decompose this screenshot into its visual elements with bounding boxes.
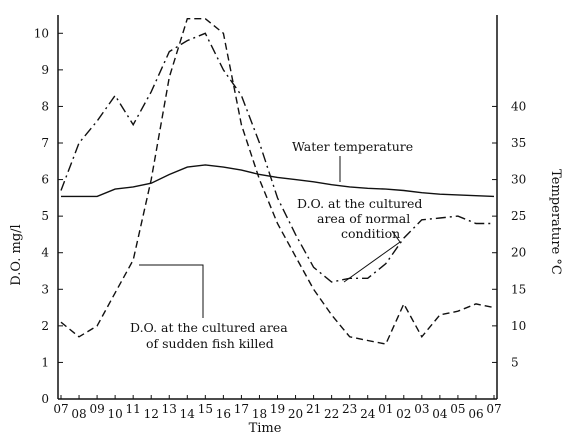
x-tick-label: 10 [107, 407, 122, 421]
x-tick-label: 13 [162, 402, 177, 416]
annotation-killed-line1: D.O. at the cultured area [130, 320, 288, 335]
left-tick-label: 6 [41, 173, 49, 187]
annotation-normal-line1: D.O. at the cultured [297, 196, 422, 211]
x-tick-label: 15 [198, 402, 213, 416]
x-tick-label: 11 [126, 402, 141, 416]
right-tick-label: 10 [511, 319, 526, 333]
annotation-water-temperature: Water temperature [292, 139, 413, 154]
left-tick-label: 3 [41, 282, 49, 296]
x-tick-label: 08 [71, 407, 86, 421]
series-line-1 [60, 18, 495, 345]
x-tick-label: 17 [234, 402, 249, 416]
right-tick-label: 15 [511, 282, 526, 296]
right-tick-label: 20 [511, 246, 526, 260]
x-tick-label: 03 [414, 402, 429, 416]
x-tick-label: 22 [324, 407, 339, 421]
annotation-killed-line2: of sudden fish killed [146, 336, 274, 351]
series-layer [60, 18, 495, 345]
left-tick-label: 9 [41, 63, 49, 77]
right-tick-label: 25 [511, 209, 526, 223]
x-tick-label: 01 [378, 402, 393, 416]
left-tick-label: 1 [41, 355, 49, 369]
annotation-normal-line2: area of normal [317, 211, 410, 226]
x-tick-label: 07 [53, 402, 68, 416]
x-tick-label: 21 [306, 402, 321, 416]
right-axis-ticks: 5 10 15 20 25 30 35 40 [492, 99, 526, 369]
x-tick-label: 24 [360, 407, 376, 421]
x-tick-label: 19 [270, 402, 285, 416]
left-tick-label: 7 [41, 136, 49, 150]
annotations: Water temperature D.O. at the cultured a… [130, 139, 422, 351]
series-line-0 [60, 32, 494, 283]
left-tick-label: 5 [41, 209, 49, 223]
right-tick-label: 35 [511, 136, 526, 150]
right-tick-label: 40 [511, 99, 526, 113]
x-tick-label: 14 [180, 407, 196, 421]
left-axis-ticks: 0 1 2 3 4 5 6 7 8 9 10 [34, 26, 63, 406]
series-line-2 [61, 164, 495, 198]
x-tick-label: 23 [342, 402, 357, 416]
plot-frame [57, 15, 498, 400]
x-tick-label: 04 [432, 407, 448, 421]
left-tick-label: 0 [41, 392, 49, 406]
x-tick-label: 16 [216, 407, 231, 421]
x-axis-title: Time [249, 421, 282, 436]
left-tick-label: 10 [34, 26, 49, 40]
right-tick-label: 30 [511, 173, 526, 187]
left-tick-label: 4 [41, 246, 49, 260]
leader-killed [139, 264, 204, 318]
right-axis-title: Temperature °C [548, 169, 563, 275]
left-tick-label: 8 [41, 99, 49, 113]
x-tick-label: 02 [396, 407, 411, 421]
annotation-normal-line3: condition [341, 226, 400, 241]
leader-normal [343, 230, 401, 283]
left-tick-label: 2 [41, 319, 49, 333]
x-tick-label: 12 [144, 407, 159, 421]
x-axis-ticks: 07 08 09 10 11 12 13 14 15 16 17 18 19 20 21 22 23 24 01 02… [53, 395, 502, 421]
x-tick-label: 05 [450, 402, 465, 416]
x-tick-label: 20 [288, 407, 303, 421]
x-tick-label: 18 [252, 407, 267, 421]
x-tick-label: 09 [89, 402, 104, 416]
x-tick-label: 07 [486, 402, 501, 416]
left-axis-title: D.O. mg/l [9, 224, 24, 285]
right-tick-label: 5 [511, 355, 519, 369]
x-tick-label: 06 [468, 407, 483, 421]
